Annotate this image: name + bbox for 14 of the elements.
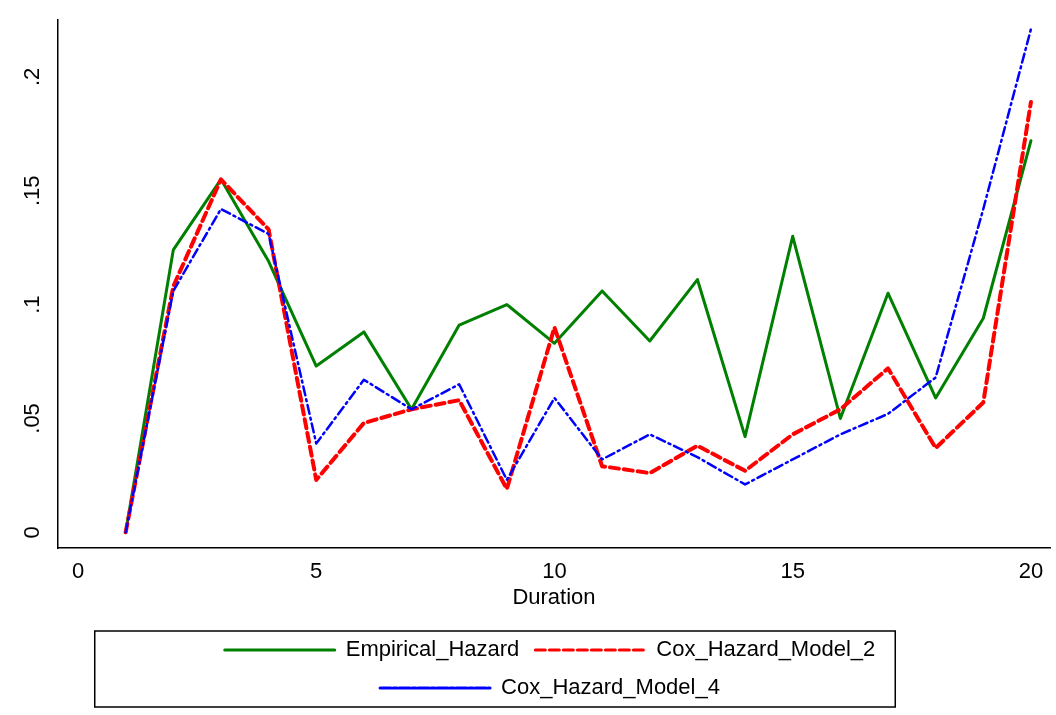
y-tick-label: .15 [19, 175, 45, 207]
x-tick-label: 10 [542, 558, 567, 584]
y-tick-label: .2 [19, 67, 45, 87]
x-tick-label: 15 [780, 558, 805, 584]
x-tick-label: 20 [1018, 558, 1044, 584]
legend-label: Cox_Hazard_Model_2 [656, 636, 876, 662]
legend-label: Empirical_Hazard [345, 636, 520, 662]
y-tick-label: .05 [19, 403, 45, 434]
x-axis-title: Duration [512, 583, 596, 609]
y-tick-label: .1 [19, 295, 45, 314]
legend-label: Cox_Hazard_Model_4 [501, 674, 720, 700]
y-tick-label: 0 [19, 526, 45, 539]
x-tick-label: 0 [71, 558, 85, 584]
x-tick-label: 5 [310, 558, 323, 584]
